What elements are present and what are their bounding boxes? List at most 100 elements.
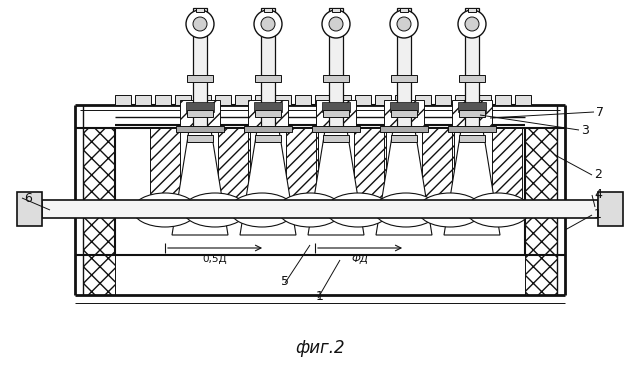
Bar [315, 95, 331, 105]
Bar [196, 8, 204, 12]
Bar [598, 192, 623, 226]
Bar [187, 75, 213, 82]
Polygon shape [172, 130, 228, 235]
Bar [322, 102, 350, 112]
Text: 3: 3 [581, 124, 589, 137]
Text: 7: 7 [596, 105, 604, 118]
Bar [459, 135, 485, 142]
Circle shape [458, 10, 486, 38]
Text: 1: 1 [594, 209, 602, 222]
Bar [452, 100, 492, 128]
Bar [422, 128, 452, 208]
Bar [375, 95, 391, 105]
Bar [395, 95, 411, 105]
Bar [288, 128, 318, 208]
Bar [335, 95, 351, 105]
Bar [391, 135, 417, 142]
Bar [380, 126, 428, 132]
Bar [448, 126, 496, 132]
Bar [465, 8, 479, 128]
Bar [323, 75, 349, 82]
Polygon shape [308, 130, 364, 235]
Bar [415, 95, 431, 105]
Bar [187, 110, 213, 117]
Bar [475, 95, 491, 105]
Bar [458, 102, 486, 112]
Bar [187, 135, 213, 142]
Bar [275, 95, 291, 105]
Bar [248, 100, 288, 128]
Bar [356, 128, 386, 208]
Bar [424, 128, 454, 208]
Bar [255, 95, 271, 105]
Bar [83, 255, 115, 295]
Bar [255, 75, 281, 82]
Bar [17, 192, 42, 226]
Ellipse shape [418, 193, 482, 227]
Circle shape [261, 17, 275, 31]
Bar [435, 95, 451, 105]
Ellipse shape [326, 193, 390, 227]
Bar [515, 95, 531, 105]
Polygon shape [240, 130, 296, 235]
Bar [455, 95, 471, 105]
Bar [468, 8, 476, 12]
Circle shape [465, 17, 479, 31]
Bar [135, 95, 151, 105]
Bar [220, 128, 250, 208]
Bar [355, 95, 371, 105]
Bar [459, 110, 485, 117]
Polygon shape [444, 130, 500, 235]
Circle shape [397, 17, 411, 31]
Bar [193, 8, 207, 128]
Bar [150, 128, 180, 208]
Text: 4: 4 [594, 188, 602, 202]
Ellipse shape [183, 193, 247, 227]
Bar [255, 135, 281, 142]
Circle shape [322, 10, 350, 38]
Bar [312, 126, 360, 132]
Bar [295, 95, 311, 105]
Bar [186, 102, 214, 112]
Text: 2: 2 [594, 168, 602, 182]
Bar [354, 128, 384, 208]
Bar [525, 128, 557, 255]
Bar [255, 110, 281, 117]
Circle shape [329, 17, 343, 31]
Circle shape [254, 10, 282, 38]
Ellipse shape [133, 193, 197, 227]
Text: 5: 5 [281, 275, 289, 288]
Bar [180, 100, 220, 128]
Bar [254, 102, 282, 112]
Bar [235, 95, 251, 105]
Ellipse shape [278, 193, 342, 227]
Bar [244, 126, 292, 132]
Ellipse shape [230, 193, 294, 227]
Bar [175, 95, 191, 105]
Bar [218, 128, 248, 208]
Text: 6: 6 [24, 192, 32, 205]
Bar [264, 8, 272, 12]
Bar [316, 100, 356, 128]
Bar [525, 255, 557, 295]
Text: 1: 1 [316, 290, 324, 303]
Bar [286, 128, 316, 208]
Bar [391, 110, 417, 117]
Circle shape [186, 10, 214, 38]
Circle shape [390, 10, 418, 38]
Bar [329, 8, 343, 128]
Text: фиг.2: фиг.2 [295, 339, 345, 357]
Bar [400, 8, 408, 12]
Bar [115, 95, 131, 105]
Ellipse shape [466, 193, 530, 227]
Bar [492, 128, 522, 208]
Bar [495, 95, 511, 105]
Bar [323, 110, 349, 117]
Bar [176, 126, 224, 132]
Bar [323, 135, 349, 142]
Text: 0,5Д: 0,5Д [203, 254, 227, 264]
Circle shape [193, 17, 207, 31]
Bar [390, 102, 418, 112]
Bar [391, 75, 417, 82]
Bar [459, 75, 485, 82]
